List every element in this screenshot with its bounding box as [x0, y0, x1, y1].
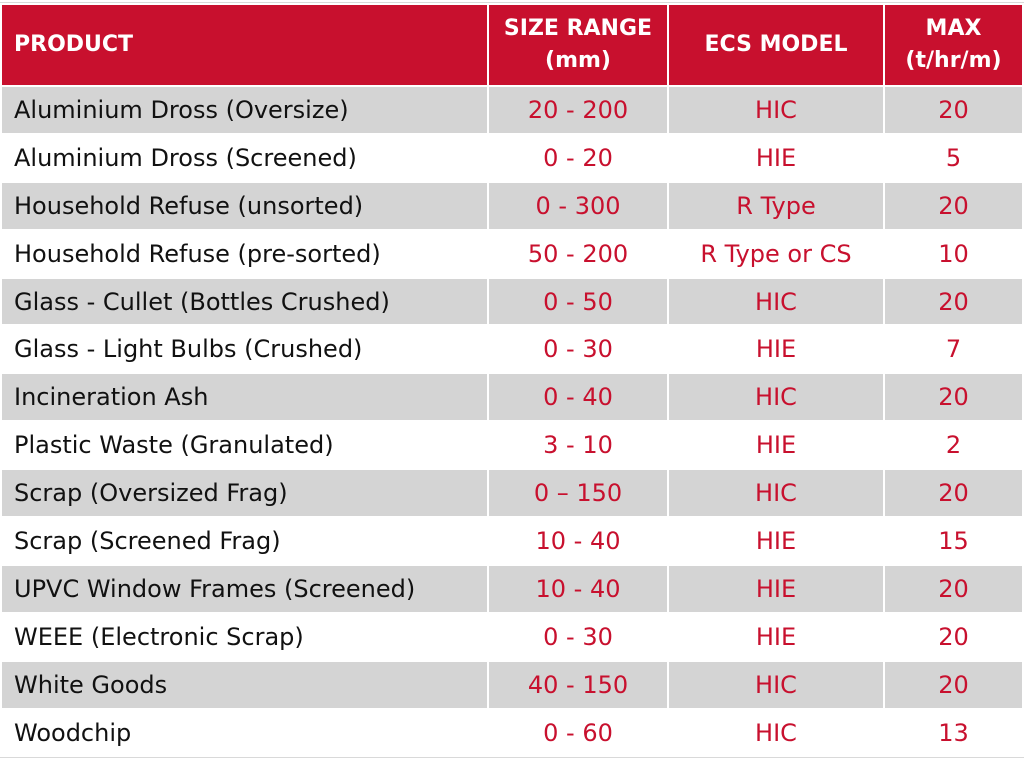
size-range-cell: 0 - 50: [487, 276, 669, 327]
table-row: Household Refuse (unsorted) 0 - 300 R Type…: [0, 180, 1024, 231]
ecs-model-cell: HIC: [667, 707, 885, 758]
max-cell: 20: [883, 276, 1024, 327]
table-row: Incineration Ash 0 - 40 HIC 20: [0, 372, 1024, 423]
max-cell: 20: [883, 468, 1024, 519]
max-cell: 20: [883, 611, 1024, 662]
table-row: Scrap (Oversized Frag) 0 – 150 HIC 20: [0, 468, 1024, 519]
max-cell: 13: [883, 707, 1024, 758]
size-range-cell: 40 - 150: [487, 659, 669, 710]
product-table: PRODUCT SIZE RANGE (mm) ECS MODEL MAX (t…: [0, 3, 1024, 758]
max-cell: 10: [883, 228, 1024, 279]
header-row: PRODUCT SIZE RANGE (mm) ECS MODEL MAX (t…: [0, 3, 1024, 87]
header-product: PRODUCT: [0, 3, 489, 87]
product-cell: Plastic Waste (Granulated): [0, 420, 489, 471]
header-max: MAX (t/hr/m): [883, 3, 1024, 87]
table-body: Aluminium Dross (Oversize) 20 - 200 HIC 20 A…: [0, 85, 1024, 758]
table-row: Plastic Waste (Granulated) 3 - 10 HIE 2: [0, 420, 1024, 471]
ecs-model-cell: HIE: [667, 132, 885, 183]
ecs-model-cell: HIC: [667, 468, 885, 519]
size-range-cell: 50 - 200: [487, 228, 669, 279]
size-range-cell: 0 – 150: [487, 468, 669, 519]
ecs-model-cell: HIE: [667, 611, 885, 662]
max-cell: 20: [883, 180, 1024, 231]
product-cell: Glass - Cullet (Bottles Crushed): [0, 276, 489, 327]
product-cell: Incineration Ash: [0, 372, 489, 423]
header-max-line2: (t/hr/m): [905, 48, 1002, 73]
table-row: WEEE (Electronic Scrap) 0 - 30 HIE 20: [0, 611, 1024, 662]
size-range-cell: 10 - 40: [487, 516, 669, 566]
ecs-model-cell: R Type or CS: [667, 228, 885, 279]
product-cell: WEEE (Electronic Scrap): [0, 611, 489, 662]
table-row: Glass - Cullet (Bottles Crushed) 0 - 50 HI…: [0, 276, 1024, 327]
max-cell: 5: [883, 132, 1024, 183]
max-cell: 20: [883, 659, 1024, 710]
product-cell: Scrap (Oversized Frag): [0, 468, 489, 519]
max-cell: 20: [883, 563, 1024, 614]
table-row: White Goods 40 - 150 HIC 20: [0, 659, 1024, 710]
product-cell: Scrap (Screened Frag): [0, 516, 489, 566]
max-cell: 2: [883, 420, 1024, 471]
table-row: UPVC Window Frames (Screened) 10 - 40 HIE 2…: [0, 563, 1024, 614]
table-row: Scrap (Screened Frag) 10 - 40 HIE 15: [0, 516, 1024, 566]
ecs-model-cell: R Type: [667, 180, 885, 231]
size-range-cell: 10 - 40: [487, 563, 669, 614]
table-row: Woodchip 0 - 60 HIC 13: [0, 707, 1024, 758]
ecs-model-cell: HIE: [667, 563, 885, 614]
header-max-line1: MAX: [925, 16, 982, 41]
product-cell: Aluminium Dross (Oversize): [0, 85, 489, 135]
table-row: Aluminium Dross (Screened) 0 - 20 HIE 5: [0, 132, 1024, 183]
product-cell: Aluminium Dross (Screened): [0, 132, 489, 183]
max-cell: 15: [883, 516, 1024, 566]
ecs-model-cell: HIC: [667, 276, 885, 327]
header-ecs-model: ECS MODEL: [667, 3, 885, 87]
table-row: Household Refuse (pre-sorted) 50 - 200 R T…: [0, 228, 1024, 279]
ecs-model-cell: HIC: [667, 372, 885, 423]
header-size-range: SIZE RANGE (mm): [487, 3, 669, 87]
table-row: Aluminium Dross (Oversize) 20 - 200 HIC 20: [0, 85, 1024, 135]
ecs-model-cell: HIE: [667, 420, 885, 471]
product-cell: Household Refuse (unsorted): [0, 180, 489, 231]
table-header: PRODUCT SIZE RANGE (mm) ECS MODEL MAX (t…: [0, 3, 1024, 87]
product-cell: Woodchip: [0, 707, 489, 758]
size-range-cell: 0 - 60: [487, 707, 669, 758]
max-cell: 7: [883, 324, 1024, 375]
header-size-range-line1: SIZE RANGE: [503, 16, 653, 41]
product-cell: UPVC Window Frames (Screened): [0, 563, 489, 614]
size-range-cell: 0 - 300: [487, 180, 669, 231]
ecs-model-cell: HIE: [667, 516, 885, 566]
size-range-cell: 20 - 200: [487, 85, 669, 135]
ecs-model-cell: HIE: [667, 324, 885, 375]
size-range-cell: 3 - 10: [487, 420, 669, 471]
product-cell: White Goods: [0, 659, 489, 710]
product-cell: Glass - Light Bulbs (Crushed): [0, 324, 489, 375]
max-cell: 20: [883, 372, 1024, 423]
table-row: Glass - Light Bulbs (Crushed) 0 - 30 HIE 7: [0, 324, 1024, 375]
ecs-model-cell: HIC: [667, 659, 885, 710]
product-cell: Household Refuse (pre-sorted): [0, 228, 489, 279]
size-range-cell: 0 - 20: [487, 132, 669, 183]
size-range-cell: 0 - 30: [487, 611, 669, 662]
max-cell: 20: [883, 85, 1024, 135]
size-range-cell: 0 - 40: [487, 372, 669, 423]
ecs-model-cell: HIC: [667, 85, 885, 135]
size-range-cell: 0 - 30: [487, 324, 669, 375]
header-size-range-line2: (mm): [545, 48, 611, 73]
